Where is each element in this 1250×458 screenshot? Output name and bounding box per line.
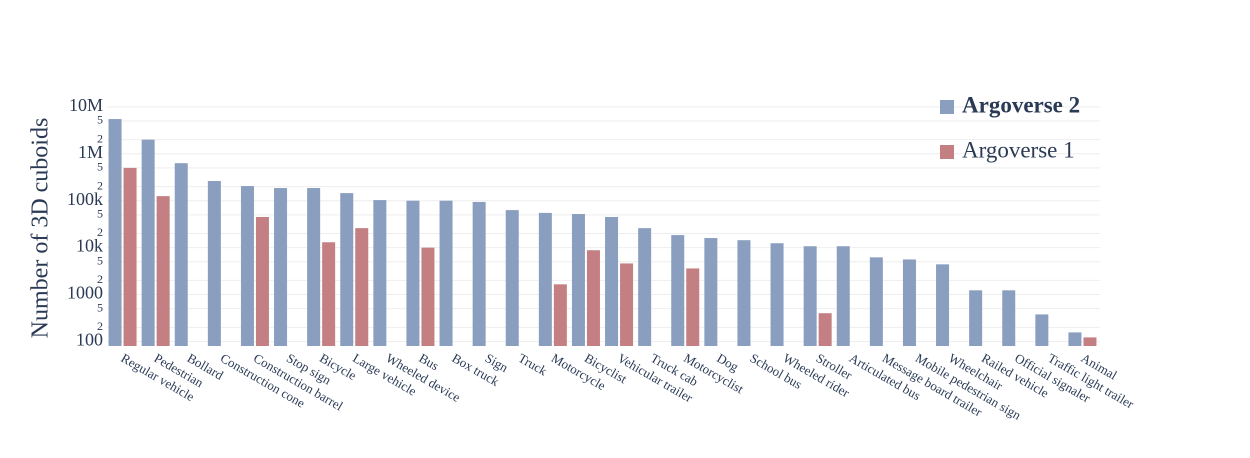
y-tick-label: 100k [67, 189, 103, 209]
y-tick-label: 1000 [67, 283, 103, 303]
bar [255, 216, 269, 346]
y-tick-label: 2 [97, 272, 103, 286]
bar [969, 290, 983, 346]
y-tick-label: 5 [97, 207, 103, 221]
y-tick-label: 2 [97, 319, 103, 333]
bar [620, 263, 634, 346]
bar [638, 228, 652, 346]
bar [240, 186, 254, 346]
bar [1083, 337, 1097, 346]
bar [472, 201, 486, 346]
bar [686, 268, 700, 346]
bar [869, 257, 883, 346]
legend-label: Argoverse 2 [962, 92, 1080, 117]
y-tick-label: 5 [97, 300, 103, 314]
bar [406, 200, 420, 346]
bar [1035, 314, 1049, 346]
y-tick-label: 5 [97, 253, 103, 267]
y-tick-label: 1M [78, 142, 103, 162]
bar [936, 264, 950, 346]
bar [737, 240, 751, 346]
y-tick-label: 5 [97, 160, 103, 174]
bar [818, 313, 832, 346]
x-tick-label: Truck [516, 350, 550, 379]
bar [174, 163, 188, 346]
bar [704, 238, 718, 346]
bar [902, 259, 916, 346]
bar [605, 216, 619, 346]
bar [156, 196, 170, 346]
bar [421, 247, 435, 346]
bar [355, 228, 369, 346]
y-tick-label: 100 [76, 330, 103, 350]
bar [571, 214, 585, 346]
bar [274, 188, 288, 346]
bar [553, 284, 567, 346]
bar [123, 167, 137, 346]
y-tick-label: 2 [97, 225, 103, 239]
bar [1002, 290, 1016, 346]
bar [505, 210, 519, 346]
legend-swatch [940, 145, 954, 159]
legend-swatch [940, 100, 954, 114]
bar [836, 246, 850, 346]
y-axis-title: Number of 3D cuboids [28, 118, 54, 339]
bar [373, 200, 387, 346]
bar [671, 235, 685, 346]
y-tick-label: 10M [69, 95, 103, 115]
bar [439, 200, 453, 346]
bar [770, 243, 784, 346]
bar [307, 188, 321, 346]
bar [1068, 332, 1082, 346]
y-tick-label: 5 [97, 113, 103, 127]
bar [141, 139, 155, 346]
bar [108, 119, 122, 346]
legend-label: Argoverse 1 [962, 137, 1075, 162]
bar [803, 246, 817, 346]
bar [207, 180, 221, 346]
bar [538, 212, 552, 346]
y-tick-label: 10k [76, 236, 103, 256]
y-tick-label: 2 [97, 131, 103, 145]
bar [340, 193, 354, 346]
y-tick-label: 2 [97, 178, 103, 192]
bar [322, 242, 336, 346]
bar [586, 250, 600, 346]
